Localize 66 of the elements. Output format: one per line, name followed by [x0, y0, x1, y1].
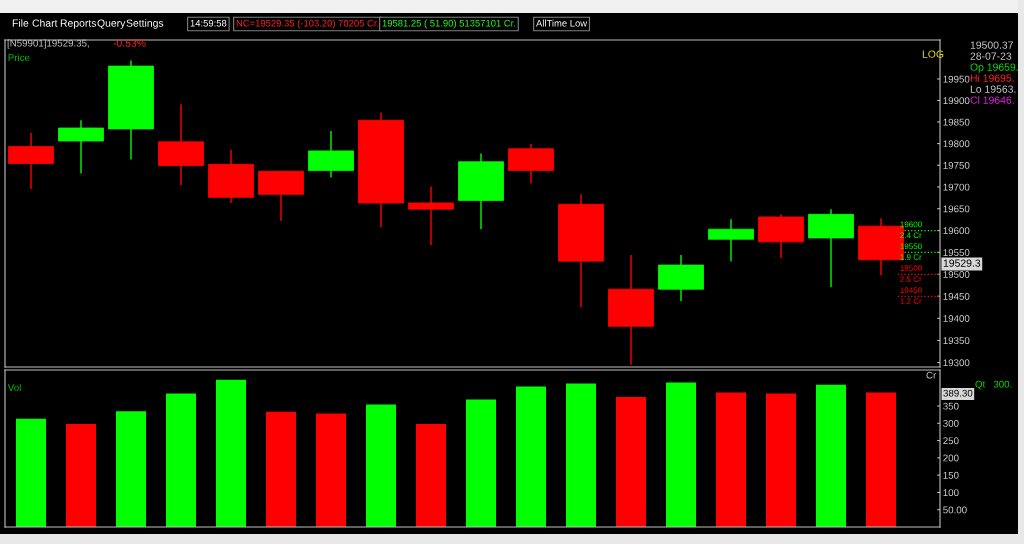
bar	[566, 383, 596, 527]
annotation: LOG	[922, 50, 944, 58]
y-tick-label: 19700	[943, 183, 970, 191]
y-tick-label: 19950	[943, 75, 970, 83]
text: NC=19529.35 (-103.20) 70205 Cr.	[236, 19, 379, 29]
bar	[616, 396, 646, 527]
bar	[766, 393, 796, 527]
y-tick-label: 150	[943, 471, 959, 479]
annotation: Cr	[926, 371, 937, 379]
bar	[816, 384, 846, 527]
text: 14:59:58	[190, 19, 227, 27]
text: Qt 300.	[975, 380, 1012, 390]
y-tick-label: 19800	[943, 140, 970, 148]
y-tick-label: 250	[943, 437, 959, 445]
y-axis-title: Price	[8, 53, 30, 62]
y-tick-label: 200	[943, 454, 959, 462]
text: Reports	[60, 19, 97, 29]
y-tick-label: 19600	[943, 227, 970, 235]
text: 19529.3	[943, 259, 981, 267]
y-tick-label: 19350	[943, 337, 970, 345]
bar	[716, 392, 746, 527]
y-tick-label: 350	[943, 402, 959, 410]
bar	[166, 393, 196, 527]
text: 389.30	[943, 389, 973, 397]
y-tick-label: 19900	[943, 97, 970, 105]
y-tick-label: 19400	[943, 315, 970, 322]
y-tick-label: 300	[943, 419, 959, 427]
text: Op 19659.	[970, 63, 1018, 73]
y-tick-label: 50.00	[943, 506, 967, 514]
text: File	[12, 19, 29, 27]
bar	[266, 411, 296, 527]
y-tick-label: 100	[943, 489, 959, 497]
annotation: -0.53%	[113, 39, 146, 47]
y-tick-label: 19500	[943, 271, 970, 278]
bar	[516, 386, 546, 527]
bar	[66, 423, 96, 527]
y-tick-label: 19300	[943, 359, 970, 367]
bar	[366, 404, 396, 527]
text: AllTime Low	[536, 19, 588, 27]
y-tick-label: 19650	[943, 205, 970, 213]
y-tick-label: 19850	[943, 118, 970, 126]
bar	[316, 413, 346, 527]
bar	[666, 382, 696, 527]
candlestick	[408, 185, 454, 246]
bar	[16, 418, 46, 527]
bar	[416, 423, 446, 527]
ref-line-label: 19450 1.2 Cr	[900, 287, 922, 304]
y-axis-title: Vol	[7, 383, 21, 392]
text: Settings	[126, 19, 164, 29]
y-tick-label: 19450	[943, 293, 970, 300]
ref-line-label: 19500 2.5 Cr	[900, 265, 922, 282]
text: Lo 19563.	[970, 85, 1016, 93]
bar	[116, 411, 146, 527]
text: 28-07-23	[970, 52, 1012, 60]
text: 19581.25 ( 51.90) 51357101 Cr.	[382, 19, 516, 29]
bar	[216, 379, 246, 527]
bar	[866, 392, 896, 527]
text: Hi 19695.	[970, 74, 1014, 82]
y-tick-label: 19550	[943, 249, 970, 256]
text: Query	[97, 19, 126, 29]
chart-title: [N59901]19529.35,	[7, 39, 89, 49]
text: 19500.37	[970, 41, 1013, 49]
bar	[466, 399, 496, 527]
y-tick-label: 19750	[943, 161, 970, 169]
text: Cl 19646.	[970, 96, 1014, 104]
text: Chart	[32, 19, 58, 27]
